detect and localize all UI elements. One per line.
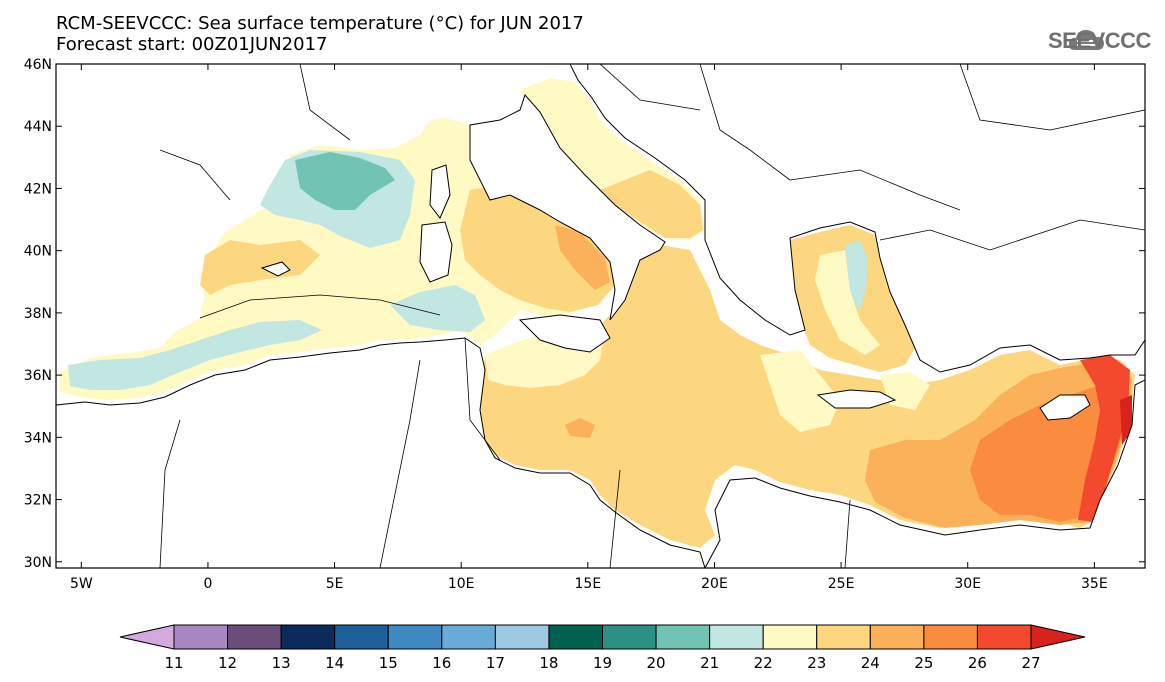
- gulf-of-lion-coldest: [295, 152, 395, 210]
- colorbar-box: [816, 624, 871, 650]
- colorbar-box: [441, 624, 496, 650]
- cyprus-land: [1039, 394, 1091, 421]
- colorbar-box: [173, 624, 229, 650]
- lat-tick-label: 36N: [24, 368, 52, 384]
- tyrrhenian-warm: [460, 185, 615, 312]
- alboran-cool: [68, 320, 322, 390]
- map-frame: [55, 63, 1146, 569]
- colorbar-box: [655, 624, 711, 650]
- western-warm-band: [200, 240, 320, 295]
- colorbar-box: [602, 624, 657, 650]
- seevccc-logo-text: SEEVCCC: [1048, 28, 1151, 53]
- lat-tick-label: 46N: [24, 57, 52, 73]
- lat-tick-label: 32N: [24, 493, 52, 509]
- colorbar-over-arrow: [1030, 624, 1086, 650]
- western-med-sea: [60, 118, 615, 400]
- sicily-land: [518, 314, 611, 353]
- colorbar-box: [709, 624, 764, 650]
- lat-tick-label: 38N: [24, 306, 52, 322]
- colorbar-label: 26: [968, 654, 987, 672]
- colorbar-under-arrow: [119, 624, 175, 650]
- colorbar-label: 20: [647, 654, 666, 672]
- lon-tick-label: 30E: [954, 576, 981, 592]
- mallorca-land: [260, 261, 291, 277]
- lon-tick-label: 10E: [448, 576, 475, 592]
- corsica-land: [429, 164, 451, 219]
- tyrrhenian-hot: [555, 225, 610, 290]
- lat-tick-label: 30N: [24, 555, 52, 571]
- ionian-warm-spot: [565, 418, 595, 438]
- country-borders: [159, 64, 1145, 568]
- sardinia-land: [419, 221, 453, 283]
- colorbar-box: [334, 624, 389, 650]
- colorbar-label: 12: [218, 654, 237, 672]
- colorbar-box: [923, 624, 978, 650]
- balkans-land: [569, 64, 1145, 373]
- lon-tick-label: 25E: [828, 576, 855, 592]
- italy-land: [469, 94, 666, 321]
- lon-tick-label: 5W: [70, 576, 93, 592]
- colorbar-label: 27: [1021, 654, 1040, 672]
- colorbar-box: [387, 624, 443, 650]
- balearic-cool: [390, 285, 485, 332]
- colorbar-box: [280, 624, 336, 650]
- colorbar-label: 22: [754, 654, 773, 672]
- colorbar-label: 21: [700, 654, 719, 672]
- iberia-africa-land: [56, 337, 706, 568]
- adriatic-warm: [600, 170, 703, 238]
- levantine-hottest: [1078, 355, 1130, 522]
- colorbar: 11 12 13 14 15 16 17 18 19 20 21 22 23 24 25 26 27: [119, 624, 1086, 672]
- east-cool-central: [760, 350, 840, 432]
- lon-tick-label: 20E: [701, 576, 728, 592]
- lon-tick-label: 0: [203, 576, 212, 592]
- colorbar-label: 17: [486, 654, 505, 672]
- colorbar-label: 19: [593, 654, 612, 672]
- cloud-icon: [1068, 30, 1104, 50]
- colorbar-box: [494, 624, 550, 650]
- lat-tick-label: 34N: [24, 430, 52, 446]
- colorbar-label: 24: [861, 654, 880, 672]
- colorbar-label: 16: [432, 654, 451, 672]
- colorbar-box: [762, 624, 818, 650]
- aegean-pale: [815, 250, 880, 355]
- lat-tick-label: 40N: [24, 244, 52, 260]
- colorbar-label: 25: [914, 654, 933, 672]
- colorbar-label: 23: [807, 654, 826, 672]
- lat-tick-label: 44N: [24, 119, 52, 135]
- lon-tick-label: 15E: [575, 576, 602, 592]
- lon-tick-label: 5E: [326, 576, 344, 592]
- axis-ticks: 5W 0 5E 10E 15E 20E 25E 30E 35E 30N 32N 34N 36N 38N 40…: [24, 57, 1145, 592]
- crete-land: [816, 389, 897, 409]
- colorbar-box: [976, 624, 1032, 650]
- colorbar-label: 18: [539, 654, 558, 672]
- forecast-start-label: Forecast start: 00Z01JUN2017: [56, 34, 328, 55]
- colorbar-label: 14: [325, 654, 344, 672]
- colorbar-label: 13: [272, 654, 291, 672]
- colorbar-box: [869, 624, 925, 650]
- map-title: RCM-SEEVCCC: Sea surface temperature (°C…: [56, 13, 584, 34]
- colorbar-box: [548, 624, 603, 650]
- lon-tick-label: 35E: [1081, 576, 1108, 592]
- colorbar-label: 11: [164, 654, 183, 672]
- colorbar-box: [227, 624, 282, 650]
- lat-tick-label: 42N: [24, 181, 52, 197]
- egypt-levant-land: [704, 379, 1145, 568]
- colorbar-label: 15: [379, 654, 398, 672]
